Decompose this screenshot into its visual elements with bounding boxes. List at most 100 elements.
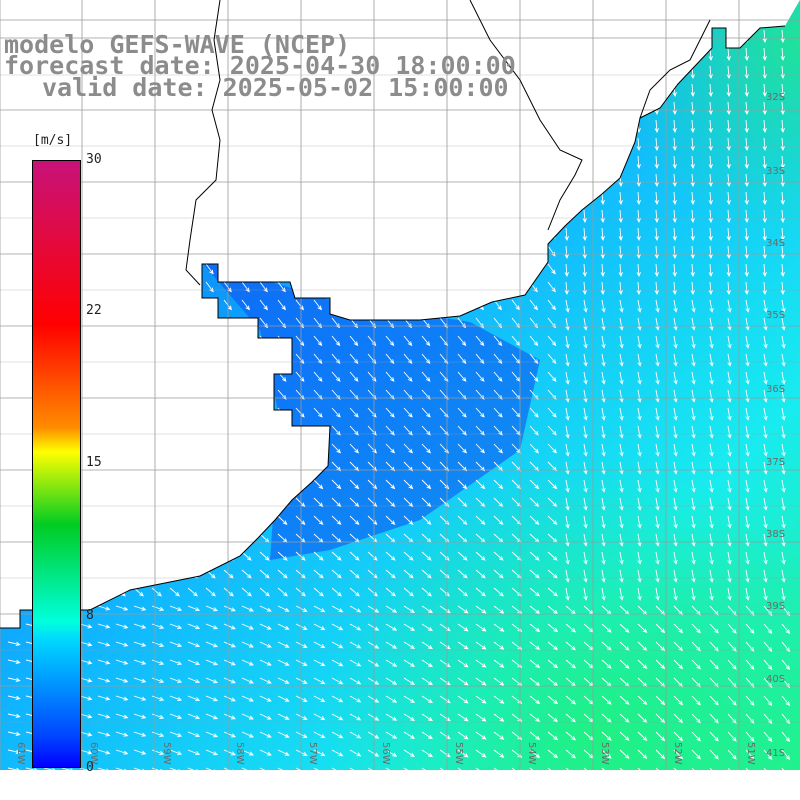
wind-arrow: [637, 569, 642, 583]
wind-arrow: [655, 335, 660, 349]
wind-arrow: [115, 605, 129, 611]
wind-arrow: [259, 749, 272, 756]
wind-arrow: [493, 587, 504, 597]
wind-arrow: [781, 659, 791, 671]
wind-arrow: [601, 497, 606, 511]
wind-arrow: [673, 353, 678, 367]
wind-arrow: [421, 605, 433, 614]
wind-arrow: [367, 749, 380, 757]
wind-arrow: [457, 731, 469, 740]
wind-arrow: [619, 569, 624, 583]
wind-arrow: [349, 443, 360, 454]
lagoon-coast: [639, 19, 711, 119]
wind-arrow: [421, 335, 431, 347]
wind-arrow: [583, 443, 588, 457]
wind-arrow: [745, 551, 750, 565]
wind-arrow: [673, 479, 678, 493]
wind-arrow: [726, 281, 731, 296]
wind-arrow: [97, 623, 111, 629]
wind-arrow: [727, 299, 732, 313]
wind-arrow: [781, 551, 786, 565]
wind-arrow: [691, 425, 696, 439]
wind-arrow: [313, 713, 326, 721]
wind-arrow: [726, 209, 731, 224]
wind-arrow: [187, 695, 201, 702]
wind-arrow: [763, 407, 768, 421]
wind-arrow: [25, 767, 39, 770]
wind-arrow: [259, 299, 268, 311]
wind-arrow: [259, 605, 272, 612]
lat-lon-grid: [0, 0, 800, 770]
wind-arrow: [655, 443, 660, 457]
wind-arrow: [295, 767, 308, 770]
wind-arrow: [223, 677, 236, 684]
wind-arrow: [349, 371, 359, 382]
wind-arrow: [762, 65, 767, 80]
wind-arrow: [385, 479, 396, 490]
wind-arrow: [349, 515, 360, 526]
wind-arrow: [726, 83, 731, 98]
wind-arrow: [691, 659, 701, 670]
lon-label: 60W: [88, 742, 99, 765]
wind-arrow: [529, 479, 540, 490]
wind-arrow: [565, 371, 570, 385]
wind-arrow: [187, 677, 201, 684]
wind-arrow: [313, 479, 324, 490]
wind-arrow: [673, 515, 678, 529]
wind-arrow: [385, 407, 395, 418]
wind-arrow: [601, 569, 606, 583]
wind-arrow: [529, 551, 540, 561]
wind-arrow: [636, 173, 641, 188]
wind-arrow: [457, 371, 467, 382]
wind-arrow: [475, 587, 486, 597]
wind-arrow: [601, 551, 606, 565]
wind-arrow: [727, 731, 737, 742]
wind-arrow: [745, 371, 750, 385]
wind-arrow: [529, 659, 541, 669]
wind-arrow: [349, 749, 362, 757]
wind-arrow: [457, 407, 467, 418]
wind-arrow: [187, 605, 201, 612]
wind-arrow: [690, 281, 695, 296]
wind-arrow: [367, 623, 380, 631]
wind-arrow: [349, 335, 359, 347]
wind-arrow: [745, 587, 750, 601]
wind-arrow: [762, 209, 767, 224]
wind-arrow: [762, 83, 767, 98]
wind-arrow: [619, 299, 624, 313]
wind-arrow: [277, 749, 290, 756]
wind-arrow: [780, 83, 785, 98]
wind-arrow: [313, 407, 323, 418]
wind-arrow: [97, 767, 111, 770]
colorbar-tick-0: 0: [86, 760, 94, 775]
wind-arrow: [673, 587, 678, 601]
wind-arrow: [349, 479, 360, 490]
wind-arrow: [151, 713, 165, 719]
wind-arrow: [673, 623, 684, 634]
wind-arrow: [619, 407, 624, 421]
wind-arrow: [781, 515, 786, 529]
wind-arrow: [223, 659, 236, 666]
wind-arrow: [223, 641, 236, 648]
wind-arrow: [655, 731, 666, 742]
wind-arrow: [745, 425, 750, 439]
wind-arrow: [600, 245, 605, 260]
wind-arrow: [403, 479, 414, 490]
wind-arrow: [780, 137, 785, 152]
wind-arrow: [511, 299, 520, 311]
wind-arrow: [619, 731, 630, 741]
wind-arrow: [673, 335, 678, 349]
wind-arrow: [781, 335, 786, 349]
wind-arrow: [655, 389, 660, 403]
wind-arrow: [565, 353, 570, 367]
wind-arrow: [637, 317, 642, 331]
wind-arrow: [331, 479, 342, 490]
wind-arrow: [654, 119, 659, 134]
wind-arrow: [637, 641, 648, 652]
wind-arrow: [744, 155, 749, 170]
wind-arrow: [295, 407, 305, 418]
wind-arrow: [727, 371, 732, 385]
wind-arrow: [637, 731, 648, 742]
wind-arrow: [457, 677, 469, 686]
wind-arrow: [763, 389, 768, 403]
